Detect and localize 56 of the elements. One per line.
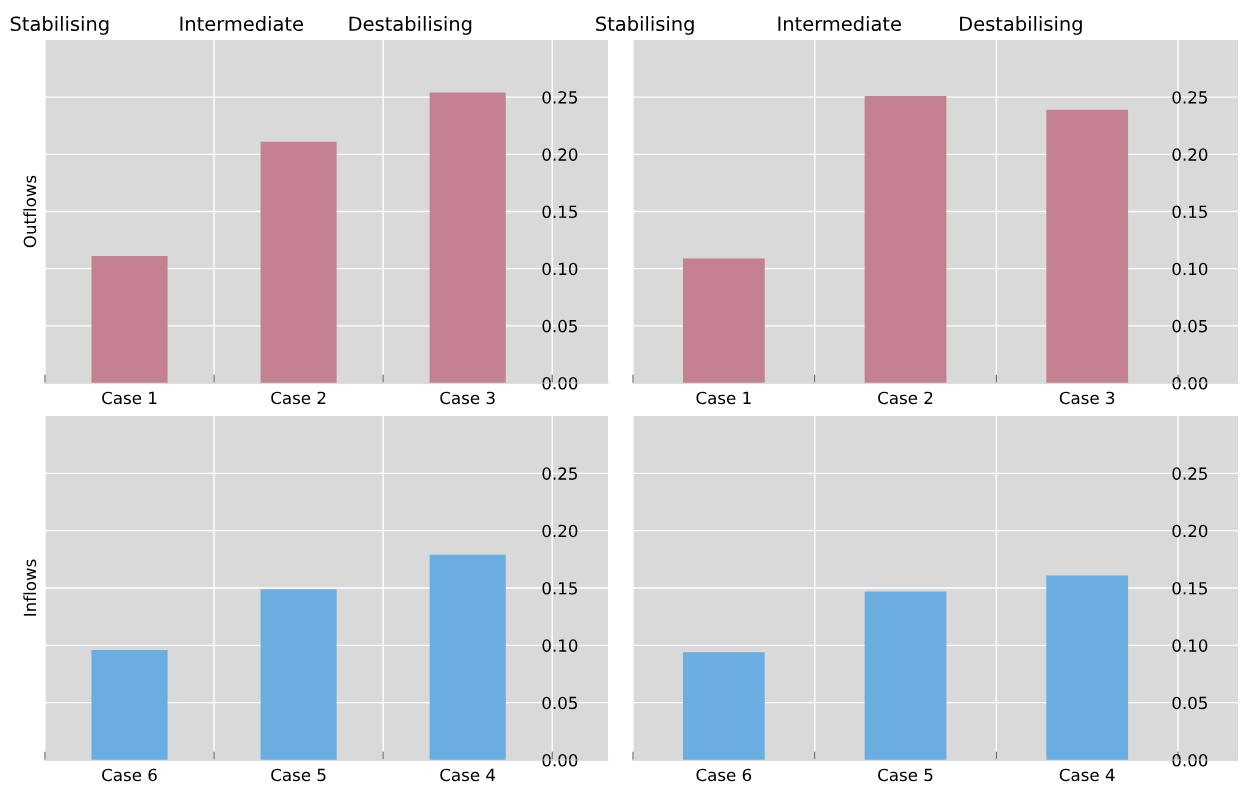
y-tick-label: 0.20 (1172, 524, 1208, 538)
x-tick-label: Case 6 (102, 768, 157, 782)
bar (91, 649, 168, 760)
y-tick-label: 0.05 (542, 319, 577, 333)
bar (1046, 109, 1129, 383)
x-tick-label: Case 4 (1059, 768, 1115, 782)
y-tick-label: 0.25 (542, 91, 577, 104)
y-tick-label: 0.05 (1172, 696, 1207, 710)
x-tick-label: Case 3 (1059, 391, 1115, 405)
bar (682, 258, 765, 383)
y-tick-label: 0.05 (542, 696, 577, 710)
bar (260, 589, 337, 760)
x-tick-label: Case 2 (878, 391, 933, 405)
text: Intermediate (778, 16, 901, 32)
bar (91, 256, 168, 383)
y-tick-label: 0.10 (1172, 262, 1208, 276)
text: Destabilising (349, 16, 472, 35)
y-tick-label: 0.00 (1172, 753, 1208, 767)
x-tick-label: Case 6 (696, 768, 752, 782)
text: Stabilising (596, 16, 694, 35)
x-tick-label: Case 4 (440, 768, 496, 782)
y-tick-label: 0.25 (1172, 467, 1207, 480)
bar (682, 652, 765, 760)
y-tick-label: 0.00 (542, 376, 578, 390)
y-tick-label: 0.10 (1172, 639, 1208, 652)
y-axis-title: Inflows (23, 559, 37, 616)
text: Destabilising (960, 16, 1082, 35)
y-tick-label: 0.00 (542, 753, 578, 767)
text: Intermediate (180, 16, 303, 32)
y-tick-label: 0.25 (542, 467, 577, 480)
x-tick-label: Case 1 (102, 391, 157, 405)
y-tick-label: 0.15 (1172, 581, 1207, 595)
y-tick-label: 0.15 (542, 581, 577, 595)
y-tick-label: 0.00 (1172, 376, 1208, 390)
y-tick-label: 0.10 (542, 262, 578, 276)
bar (864, 96, 947, 383)
x-tick-label: Case 1 (696, 391, 751, 405)
y-tick-label: 0.10 (542, 639, 578, 652)
y-axis-title: Outflows (23, 175, 37, 248)
x-tick-label: Case 2 (271, 391, 326, 405)
bar (429, 92, 506, 383)
y-tick-label: 0.25 (1172, 91, 1207, 104)
y-tick-label: 0.15 (542, 205, 577, 219)
text: Stabilising (10, 16, 109, 35)
bar (1046, 575, 1129, 760)
bar (260, 141, 337, 383)
y-tick-label: 0.15 (1172, 205, 1207, 219)
y-tick-label: 0.05 (1172, 319, 1207, 333)
y-tick-label: 0.20 (542, 524, 578, 538)
x-tick-label: Case 5 (271, 768, 326, 782)
x-tick-label: Case 5 (878, 768, 933, 782)
y-tick-label: 0.20 (542, 148, 578, 161)
bar (429, 554, 506, 760)
x-tick-label: Case 3 (440, 391, 495, 405)
bar (864, 591, 947, 760)
y-tick-label: 0.20 (1172, 148, 1208, 161)
